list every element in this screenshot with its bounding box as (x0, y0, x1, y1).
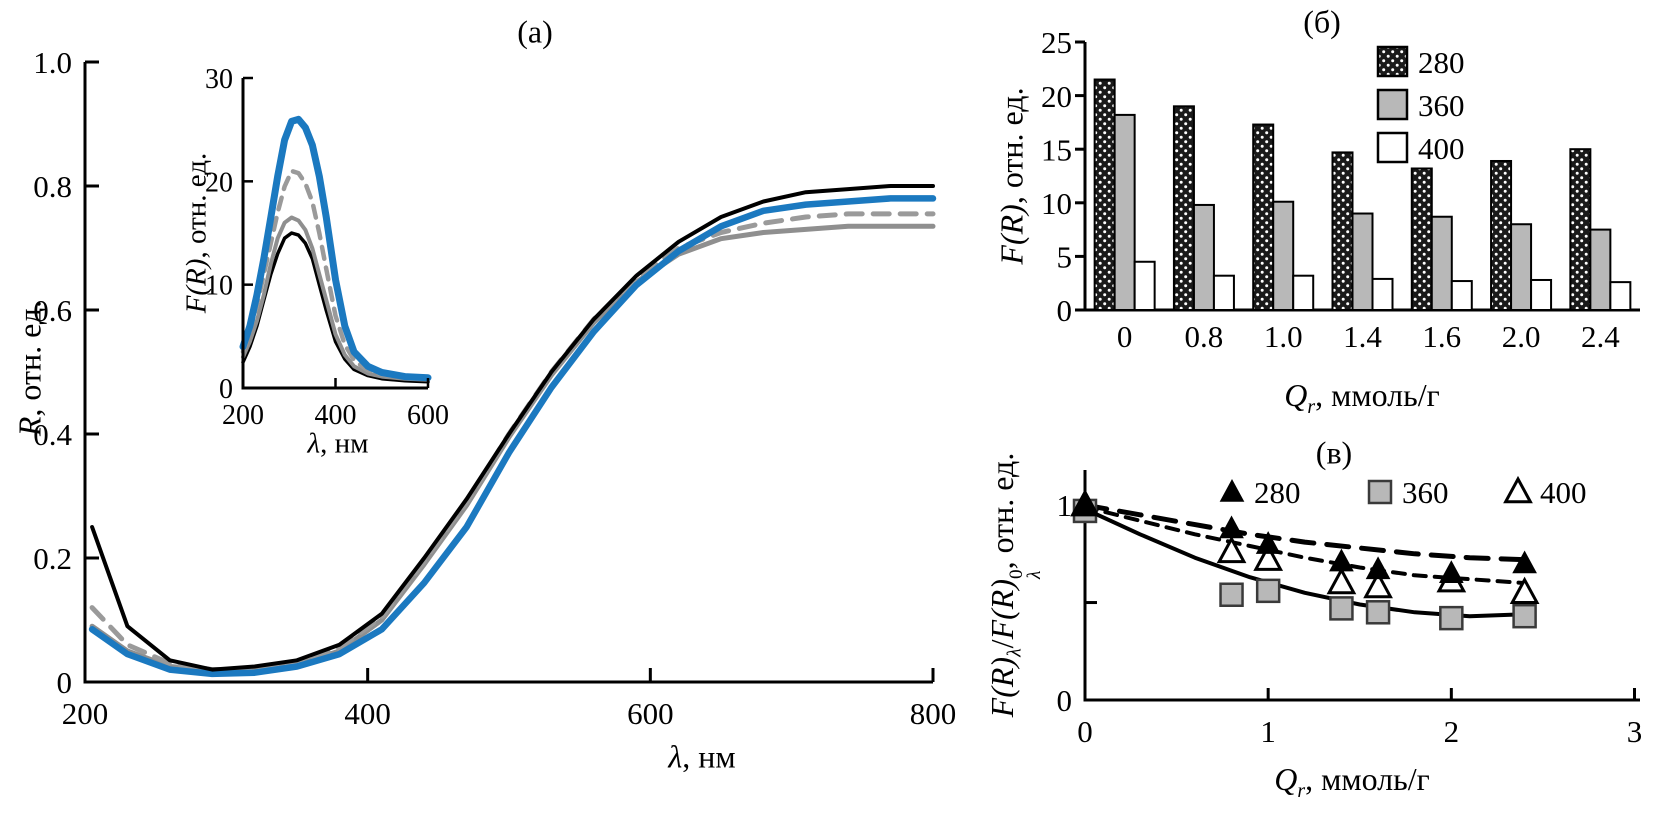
label-part: r (1307, 396, 1316, 419)
panel-c-title: (в) (1315, 434, 1353, 471)
svg-text:280: 280 (1254, 475, 1301, 510)
svg-text:0: 0 (1117, 319, 1133, 354)
svg-text:1.0: 1.0 (1264, 319, 1303, 354)
svg-text:0.8: 0.8 (1185, 319, 1224, 354)
label-part: , ммоль/г (1305, 760, 1430, 797)
panel-a-inset-plot: 200 400 600 0 10 20 30 (205, 64, 449, 431)
label-part: , отн. ед. (180, 152, 213, 259)
label-part: , отн. ед. (993, 87, 1030, 205)
panel-c-ylabel: F(R)λ/F(R) 0 λ, отн. ед. (983, 452, 1045, 718)
svg-text:0: 0 (1077, 714, 1093, 749)
label-part: , нм (320, 427, 369, 460)
panel-b-plot: 0 5 10 15 20 25 0 0.8 1.0 1.4 1.6 2.0 2.4 (1041, 25, 1640, 354)
svg-text:400: 400 (1418, 131, 1465, 166)
svg-text:200: 200 (62, 696, 109, 731)
svg-text:0.2: 0.2 (33, 541, 72, 576)
svg-text:2.0: 2.0 (1502, 319, 1541, 354)
svg-text:800: 800 (910, 696, 957, 731)
panel-c-plot: 0 1 2 3 0 1 (1057, 470, 1643, 749)
svg-text:1.4: 1.4 (1343, 319, 1382, 354)
svg-text:10: 10 (1041, 186, 1072, 221)
svg-text:1.6: 1.6 (1422, 319, 1461, 354)
label-part: R (11, 416, 48, 437)
label-part: , отн. ед. (11, 299, 48, 417)
svg-text:3: 3 (1627, 714, 1643, 749)
svg-text:25: 25 (1041, 25, 1072, 60)
svg-text:1: 1 (1260, 714, 1276, 749)
panel-c-xlabel: Qr, ммоль/г (1274, 761, 1429, 803)
label-part: F(R) (993, 204, 1030, 265)
panel-b-title: (б) (1303, 3, 1341, 40)
svg-text:280: 280 (1418, 45, 1465, 80)
label-part: / (983, 639, 1020, 649)
label-part: F(R) (983, 656, 1020, 718)
svg-text:10: 10 (205, 271, 233, 302)
svg-text:0: 0 (1057, 293, 1073, 328)
svg-text:0: 0 (57, 665, 73, 700)
svg-text:0.4: 0.4 (33, 417, 72, 452)
svg-text:1.0: 1.0 (33, 45, 72, 80)
label-part: , нм (682, 738, 736, 775)
label-part: r (1297, 780, 1306, 803)
panel-a-ylabel: R, отн. ед. (12, 300, 49, 436)
svg-text:600: 600 (627, 696, 674, 731)
label-part: λ (307, 427, 321, 460)
label-part: Q (1274, 760, 1298, 797)
label-part: Q (1284, 376, 1308, 413)
svg-text:360: 360 (1418, 88, 1465, 123)
label-part: λ (668, 738, 683, 775)
svg-text:20: 20 (205, 167, 233, 198)
svg-text:400: 400 (315, 400, 357, 431)
label-part: F(R) (180, 258, 213, 314)
svg-text:20: 20 (1041, 79, 1072, 114)
svg-text:2: 2 (1444, 714, 1460, 749)
label-part: , отн. ед. (983, 452, 1020, 570)
svg-text:400: 400 (344, 696, 391, 731)
label-part: F(R) (983, 579, 1020, 640)
svg-text:5: 5 (1057, 240, 1073, 275)
svg-text:30: 30 (205, 64, 233, 95)
svg-text:1: 1 (1057, 488, 1073, 523)
panel-a-xlabel: λ, нм (668, 739, 735, 776)
svg-text:0: 0 (1057, 683, 1073, 718)
panel-b-xlabel: Qr, ммоль/г (1284, 377, 1439, 419)
label-part: λ (1023, 570, 1045, 580)
svg-text:600: 600 (407, 400, 449, 431)
svg-text:400: 400 (1540, 475, 1587, 510)
panel-b-ylabel: F(R), отн. ед. (994, 87, 1031, 264)
svg-text:2.4: 2.4 (1581, 319, 1620, 354)
panel-a-title: (а) (517, 13, 553, 50)
label-part: λ (1003, 648, 1026, 657)
svg-text:0.8: 0.8 (33, 169, 72, 204)
panel-c-legend: 280 360 400 (1219, 475, 1587, 510)
inset-ylabel: F(R), отн. ед. (181, 153, 214, 314)
svg-text:360: 360 (1402, 475, 1449, 510)
svg-text:0.6: 0.6 (33, 293, 72, 328)
svg-text:0: 0 (219, 374, 233, 405)
svg-text:15: 15 (1041, 132, 1072, 167)
inset-xlabel: λ, нм (308, 428, 369, 461)
panel-b-legend: 280 360 400 (1376, 45, 1465, 166)
svg-text:200: 200 (222, 400, 264, 431)
label-part: , ммоль/г (1315, 376, 1440, 413)
